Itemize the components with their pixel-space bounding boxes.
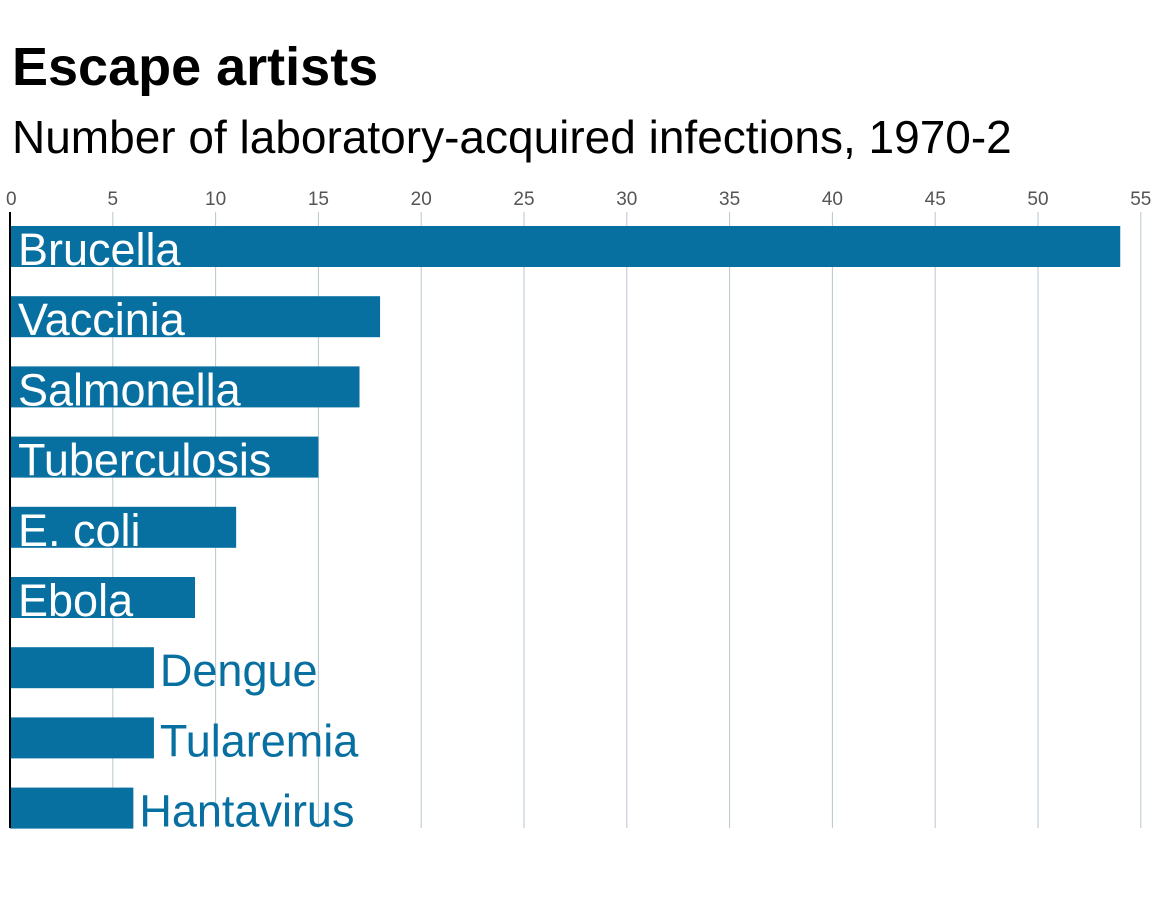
bar-label: Dengue xyxy=(160,645,318,696)
bar xyxy=(10,506,237,548)
x-tick-label: 35 xyxy=(719,189,740,210)
bar xyxy=(10,577,196,618)
chart-subtitle: Number of laboratory-acquired infections… xyxy=(12,111,1012,163)
bars xyxy=(10,226,1121,829)
x-tick-label: 20 xyxy=(411,189,432,210)
bar-label: Salmonella xyxy=(18,364,242,415)
chart-title: Escape artists xyxy=(12,37,379,97)
x-tick-label: 15 xyxy=(308,189,329,210)
x-tick-label: 40 xyxy=(822,189,843,210)
x-tick-label: 45 xyxy=(925,189,946,210)
bar xyxy=(10,296,381,338)
bar-label: Brucella xyxy=(18,224,182,275)
bar-label: Ebola xyxy=(18,575,134,626)
x-tick-label: 30 xyxy=(616,189,637,210)
bar-label: Tularemia xyxy=(160,715,359,766)
bar xyxy=(10,436,319,478)
bar xyxy=(10,787,134,829)
bar xyxy=(10,647,154,689)
bar xyxy=(10,717,154,759)
x-tick-label: 55 xyxy=(1130,189,1151,210)
bar xyxy=(10,366,360,408)
gridlines xyxy=(112,212,1142,828)
x-tick-label: 0 xyxy=(6,189,17,210)
bar-label: Hantavirus xyxy=(139,786,354,837)
bar-label: Vaccinia xyxy=(18,294,186,345)
x-tick-label: 10 xyxy=(205,189,226,210)
bar-label: Tuberculosis xyxy=(18,435,271,486)
x-tick-label: 5 xyxy=(108,189,119,210)
x-tick-label: 50 xyxy=(1027,189,1048,210)
x-axis-ticks: 0 5 10 15 20 25 30 35 40 45 50 55 xyxy=(6,189,1151,210)
bar xyxy=(10,226,1121,267)
x-tick-label: 25 xyxy=(513,189,534,210)
bar-label: E. coli xyxy=(18,505,141,556)
bar-labels: Brucella Vaccinia Salmonella Tuberculosis E.… xyxy=(18,224,359,837)
